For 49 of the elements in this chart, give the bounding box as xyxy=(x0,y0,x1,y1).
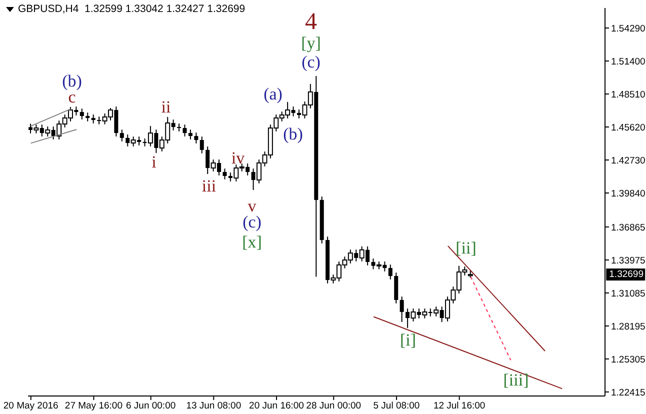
annotation: [x] xyxy=(242,232,262,252)
candlestick xyxy=(188,129,192,140)
x-tick-label: 28 Jun 00:00 xyxy=(306,400,362,412)
candlestick xyxy=(80,108,84,120)
y-tick-label: 1.51400 xyxy=(611,56,646,68)
x-tick-label: 12 Jul 16:00 xyxy=(433,400,486,412)
annotation: 1.32699 xyxy=(609,269,644,280)
annotation: iii xyxy=(202,176,216,196)
y-tick-label: 1.31085 xyxy=(611,288,646,300)
y-tick-label: 1.28195 xyxy=(611,321,646,332)
annotation: c xyxy=(68,88,76,106)
y-tick-label: 1.45620 xyxy=(611,122,646,134)
candlestick xyxy=(222,168,227,180)
x-tick-label: 6 Jun 00:00 xyxy=(126,400,176,412)
candlestick xyxy=(394,272,398,304)
annotation: [ii] xyxy=(456,238,476,258)
y-tick-label: 1.39840 xyxy=(611,188,646,200)
x-tick-label: 13 Jun 08:00 xyxy=(186,400,242,412)
annotation: (a) xyxy=(264,84,282,104)
chart-title: GBPUSD,H4 1.32599 1.33042 1.32427 1.32699 xyxy=(18,3,246,15)
annotation: 4 xyxy=(305,9,317,35)
annotation: i xyxy=(152,152,157,172)
annotation: (b) xyxy=(62,72,82,90)
annotation: (c) xyxy=(242,212,262,232)
y-tick-label: 1.36865 xyxy=(611,222,646,234)
candlestick xyxy=(200,136,204,154)
annotation: [i] xyxy=(400,330,416,350)
candlestick xyxy=(194,132,198,144)
x-tick-label: 20 Jun 16:00 xyxy=(249,400,304,412)
annotation: (b) xyxy=(283,124,303,144)
annotation: ii xyxy=(161,98,171,116)
y-tick-label: 1.48510 xyxy=(611,89,646,100)
y-tick-label: 1.54290 xyxy=(611,23,646,34)
x-tick-label: 27 May 16:00 xyxy=(64,400,122,412)
annotation: iv xyxy=(231,148,246,168)
y-tick-label: 1.42730 xyxy=(611,155,646,166)
candlestick xyxy=(400,296,404,323)
candlestick xyxy=(120,129,124,142)
annotation: v xyxy=(248,196,257,216)
y-tick-label: 1.25305 xyxy=(611,354,646,366)
x-tick-label: 5 Jul 08:00 xyxy=(373,400,420,412)
y-tick-label: 1.33975 xyxy=(611,255,646,266)
annotation: [iii] xyxy=(503,370,529,390)
annotation: [y] xyxy=(301,34,321,52)
candlestick xyxy=(182,124,187,137)
candlestick xyxy=(388,264,392,280)
annotation: (c) xyxy=(302,52,320,72)
x-tick-label: 20 May 2016 xyxy=(3,400,58,412)
y-tick-label: 1.22415 xyxy=(611,387,646,398)
